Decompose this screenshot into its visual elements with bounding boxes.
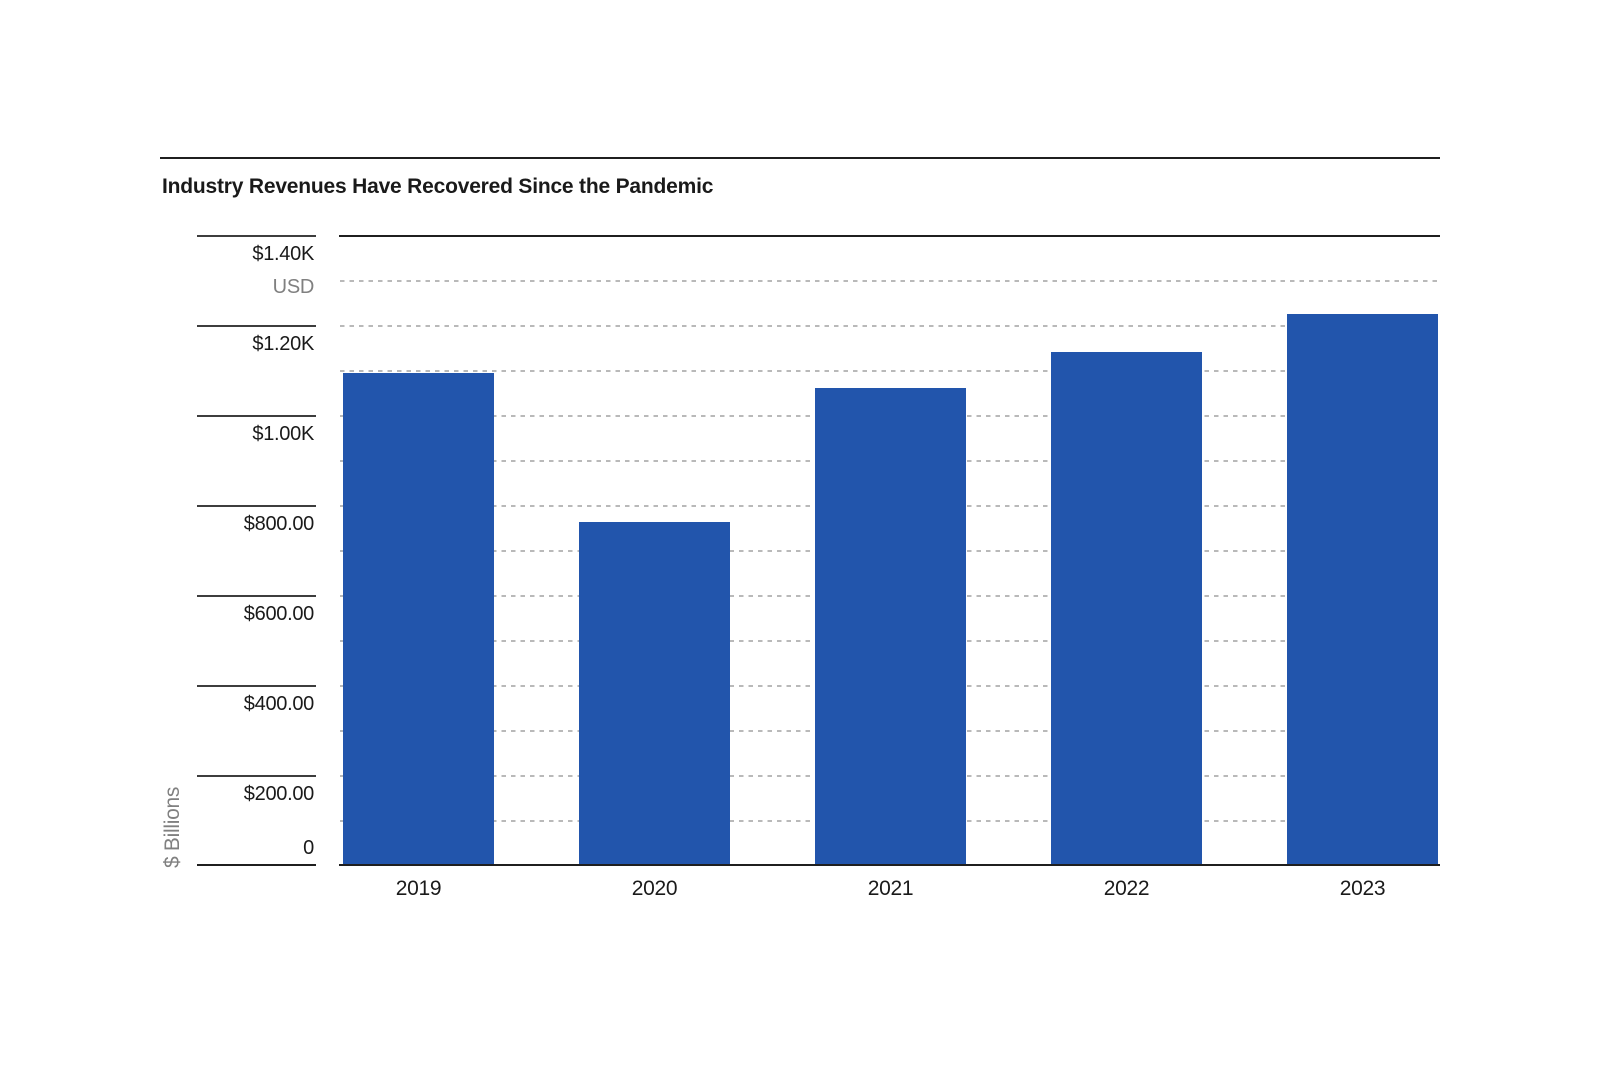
y-tick-label-600: $600.00 xyxy=(243,603,315,625)
y-axis-unit-label: USD xyxy=(272,276,315,298)
y-tick-line-200 xyxy=(197,775,316,777)
y-tick-label-800: $800.00 xyxy=(243,513,315,535)
y-tick-line-800 xyxy=(197,505,316,507)
x-tick-label-2023: 2023 xyxy=(1339,877,1386,900)
gridline-1200 xyxy=(340,325,1440,327)
y-tick-label-1000: $1.00K xyxy=(252,423,314,445)
x-tick-label-2021: 2021 xyxy=(867,877,914,900)
x-axis-baseline xyxy=(339,864,1440,866)
y-tick-line-1400 xyxy=(197,235,316,237)
title-top-rule xyxy=(160,157,1440,159)
plot-top-border xyxy=(339,235,1440,237)
bar-2022 xyxy=(1051,352,1202,866)
y-tick-label-1400: $1.40K xyxy=(252,243,314,265)
y-tick-label-0: 0 xyxy=(303,837,314,859)
y-axis-zero-line xyxy=(197,864,316,866)
chart-title: Industry Revenues Have Recovered Since t… xyxy=(162,175,714,198)
x-tick-label-2020: 2020 xyxy=(631,877,678,900)
y-tick-line-1200 xyxy=(197,325,316,327)
x-tick-label-2019: 2019 xyxy=(395,877,442,900)
y-tick-line-1000 xyxy=(197,415,316,417)
gridline-1100 xyxy=(340,370,1440,372)
y-tick-line-400 xyxy=(197,685,316,687)
bar-2023 xyxy=(1287,313,1438,866)
y-axis-title: $ Billions xyxy=(161,786,184,868)
bar-2019 xyxy=(343,373,494,866)
gridline-1300 xyxy=(340,280,1440,282)
bar-2020 xyxy=(579,522,730,866)
x-tick-label-2022: 2022 xyxy=(1103,877,1150,900)
y-tick-label-200: $200.00 xyxy=(243,783,315,805)
y-tick-line-600 xyxy=(197,595,316,597)
y-tick-label-1200: $1.20K xyxy=(252,333,314,355)
bar-2021 xyxy=(815,387,966,866)
y-tick-label-400: $400.00 xyxy=(243,693,315,715)
